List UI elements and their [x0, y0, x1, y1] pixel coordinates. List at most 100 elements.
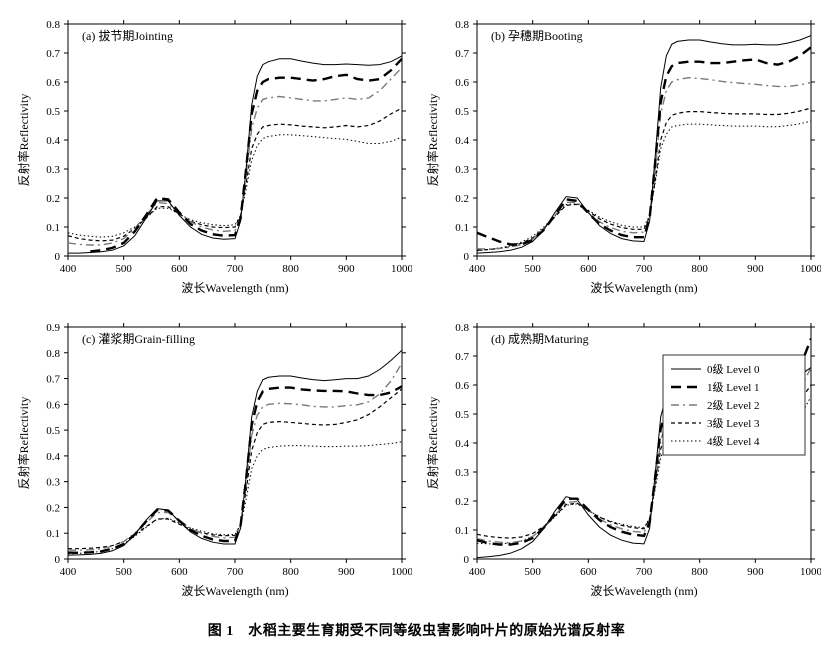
svg-text:400: 400	[468, 263, 485, 275]
series-L3	[68, 108, 402, 241]
legend-label-L2: 2级 Level 2	[707, 399, 760, 412]
svg-text:0.7: 0.7	[455, 351, 469, 363]
svg-text:400: 400	[60, 566, 77, 578]
svg-text:反射率Reflectivity: 反射率Reflectivity	[16, 397, 31, 490]
svg-text:600: 600	[171, 263, 188, 275]
svg-text:0.9: 0.9	[46, 322, 60, 334]
svg-text:波长Wavelength (nm): 波长Wavelength (nm)	[181, 584, 288, 598]
svg-text:0.6: 0.6	[455, 380, 469, 392]
svg-text:0.7: 0.7	[46, 374, 60, 386]
svg-text:1000: 1000	[391, 566, 412, 578]
svg-text:0.4: 0.4	[455, 438, 469, 450]
chart-d: 400500600700800900100000.10.20.30.40.50.…	[421, 315, 821, 605]
svg-text:1000: 1000	[391, 263, 412, 275]
svg-text:0.5: 0.5	[46, 425, 60, 437]
svg-text:1000: 1000	[800, 263, 821, 275]
svg-text:0.4: 0.4	[46, 135, 60, 147]
svg-text:500: 500	[115, 263, 132, 275]
series-L2	[68, 363, 402, 550]
svg-text:600: 600	[580, 263, 597, 275]
series-L0	[68, 56, 402, 253]
svg-text:(b) 孕穗期Booting: (b) 孕穗期Booting	[491, 29, 583, 43]
svg-text:0.6: 0.6	[46, 399, 60, 411]
svg-text:500: 500	[115, 566, 132, 578]
panel-d: 400500600700800900100000.10.20.30.40.50.…	[421, 315, 822, 610]
panel-grid: 400 500 600 700 800 900 1000 0 0.1 0.2 0.3 0.4 0.5 0.…	[12, 12, 821, 610]
svg-text:0.6: 0.6	[46, 77, 60, 89]
svg-text:0.7: 0.7	[46, 48, 60, 60]
svg-text:800: 800	[282, 263, 299, 275]
svg-text:波长Wavelength (nm): 波长Wavelength (nm)	[590, 281, 697, 295]
series-L1	[68, 386, 402, 553]
chart-c: 400 500 600 700 800 900 1000 0 0.1 0.2 0.3 0.4 0.5 0.…	[12, 315, 412, 605]
panel-c: 400 500 600 700 800 900 1000 0 0.1 0.2 0.3 0.4 0.5 0.…	[12, 315, 413, 610]
svg-text:800: 800	[282, 566, 299, 578]
svg-text:800: 800	[691, 263, 708, 275]
svg-text:(d) 成熟期Maturing: (d) 成熟期Maturing	[491, 331, 589, 346]
svg-text:0.1: 0.1	[46, 528, 60, 540]
chart-a: 400500600700800900100000.10.20.30.40.50.…	[12, 12, 412, 302]
svg-text:0.2: 0.2	[46, 502, 60, 514]
svg-text:(a) 拔节期Jointing: (a) 拔节期Jointing	[82, 28, 173, 43]
svg-text:0.3: 0.3	[455, 467, 469, 479]
svg-text:0.8: 0.8	[46, 19, 60, 31]
svg-text:波长Wavelength (nm): 波长Wavelength (nm)	[181, 281, 288, 295]
svg-text:0.1: 0.1	[455, 525, 469, 537]
series-L2	[477, 78, 811, 249]
svg-text:600: 600	[580, 566, 597, 578]
svg-text:0.3: 0.3	[46, 164, 60, 176]
svg-text:700: 700	[227, 566, 244, 578]
series-L0	[477, 36, 811, 254]
svg-text:0.8: 0.8	[46, 348, 60, 360]
svg-text:800: 800	[691, 566, 708, 578]
svg-text:400: 400	[468, 566, 485, 578]
svg-text:500: 500	[524, 566, 541, 578]
svg-text:0: 0	[463, 251, 469, 263]
svg-text:900: 900	[338, 263, 355, 275]
svg-text:0.4: 0.4	[455, 135, 469, 147]
svg-text:0.4: 0.4	[46, 451, 60, 463]
svg-text:700: 700	[227, 263, 244, 275]
chart-b: 400500600700800900100000.10.20.30.40.50.…	[421, 12, 821, 302]
svg-text:900: 900	[338, 566, 355, 578]
svg-text:900: 900	[747, 566, 764, 578]
svg-text:0.5: 0.5	[46, 106, 60, 118]
svg-text:0.5: 0.5	[455, 409, 469, 421]
series-L1	[477, 47, 811, 244]
svg-text:反射率Reflectivity: 反射率Reflectivity	[425, 94, 440, 187]
svg-text:0.2: 0.2	[455, 496, 469, 508]
svg-text:500: 500	[524, 263, 541, 275]
legend-label-L4: 4级 Level 4	[707, 435, 760, 448]
series-L4	[68, 135, 402, 237]
series-L3	[477, 108, 811, 250]
svg-text:(c) 灌浆期Grain-filling: (c) 灌浆期Grain-filling	[82, 331, 195, 346]
svg-text:反射率Reflectivity: 反射率Reflectivity	[16, 94, 31, 187]
svg-text:0.3: 0.3	[455, 164, 469, 176]
svg-text:1000: 1000	[800, 566, 821, 578]
legend-label-L3: 3级 Level 3	[707, 417, 760, 430]
svg-text:700: 700	[635, 263, 652, 275]
figure-caption: 图 1 水稻主要生育期受不同等级虫害影响叶片的原始光谱反射率	[12, 620, 821, 640]
svg-text:400: 400	[60, 263, 77, 275]
series-L0	[68, 350, 402, 555]
series-L3	[68, 389, 402, 549]
legend-label-L0: 0级 Level 0	[707, 363, 760, 376]
svg-text:0.8: 0.8	[455, 19, 469, 31]
panel-a: 400500600700800900100000.10.20.30.40.50.…	[12, 12, 413, 307]
svg-text:波长Wavelength (nm): 波长Wavelength (nm)	[590, 584, 697, 598]
svg-text:0.1: 0.1	[46, 222, 60, 234]
svg-text:0.8: 0.8	[455, 322, 469, 334]
svg-text:600: 600	[171, 566, 188, 578]
legend-label-L1: 1级 Level 1	[707, 381, 760, 394]
svg-text:0.7: 0.7	[455, 48, 469, 60]
svg-text:0.5: 0.5	[455, 106, 469, 118]
svg-text:0: 0	[55, 251, 61, 263]
svg-text:0.3: 0.3	[46, 477, 60, 489]
svg-text:0.2: 0.2	[455, 193, 469, 205]
svg-text:0: 0	[463, 554, 469, 566]
panel-b: 400500600700800900100000.10.20.30.40.50.…	[421, 12, 822, 307]
series-L1	[90, 59, 402, 252]
svg-text:0.1: 0.1	[455, 222, 469, 234]
svg-text:反射率Reflectivity: 反射率Reflectivity	[425, 397, 440, 490]
svg-text:0: 0	[55, 554, 61, 566]
